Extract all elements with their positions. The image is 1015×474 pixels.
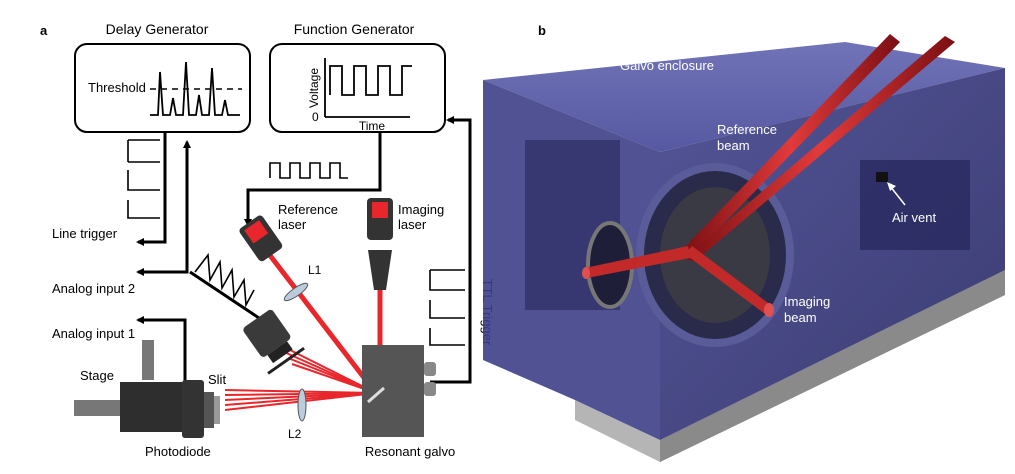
lens-l1 [283,282,309,302]
reference-beam-label-1: Reference [717,122,777,137]
air-vent-pointer [889,185,906,206]
analog-input-1-wire [136,316,187,382]
slit-label: Slit [208,372,226,387]
function-generator-box [269,43,446,133]
imaging-laser-label-1: Imaging [398,202,444,217]
reference-modulation-wave [269,162,348,179]
analog-input-2-label: Analog input 2 [52,281,135,296]
resonant-galvo-label: Resonant galvo [365,444,455,459]
zero-label: 0 [312,110,319,124]
stage-side-knob [74,400,120,416]
reference-beam-label-2: beam [717,138,750,153]
panel-b-letter: b [538,23,546,38]
imaging-beam-label-2: beam [784,310,817,325]
panel-b-beams [582,34,955,317]
line-trigger-label: Line trigger [52,226,118,241]
stage-top-knob [142,340,154,380]
photodiode-label: Photodiode [145,444,211,459]
air-vent [876,172,888,182]
delay-generator-pulse-trace [150,61,240,116]
analog-input-1-label: Analog input 1 [52,326,135,341]
time-label: Time [359,119,386,133]
ttl-trigger-wire [430,116,472,384]
detector-pulse-train [194,252,255,308]
square-wave-trace [329,65,412,96]
slit [204,392,214,428]
voltage-label: Voltage [307,68,321,108]
ttl-pulses [429,269,465,346]
resonant-galvo [362,345,424,437]
photodiode-body [182,380,204,438]
line-trigger-pulses [127,139,160,219]
imaging-beam-label-1: Imaging [784,294,830,309]
panel-a-letter: a [40,23,48,38]
reference-laser [239,215,283,262]
lens-l2-label: L2 [288,427,302,441]
delay-generator-box [74,43,251,133]
galvo-mirror [367,386,385,404]
imaging-laser-label-2: laser [398,217,427,232]
function-generator-title: Function Generator [294,21,415,37]
fg-to-reference-wire [244,132,382,227]
lens-l2 [297,388,307,422]
threshold-label: Threshold [88,80,146,95]
stage-body [120,382,182,432]
reference-detector [243,309,305,375]
lens-l1-label: L1 [308,263,322,277]
reference-laser-label-1: Reference [278,202,338,217]
detector-wire [189,270,263,322]
line-trigger-wire [136,132,167,246]
panel-a: a Delay Generator Threshold Function Gen… [40,21,495,459]
reference-laser-label-2: laser [278,217,307,232]
stage-label: Stage [80,368,114,383]
panel-b: b Galvo enclosure Reference beam Air ven… [483,23,1005,462]
enclosure-top [483,42,1005,152]
air-vent-label: Air vent [892,210,936,225]
delay-generator-title: Delay Generator [106,21,209,37]
galvo-enclosure-label: Galvo enclosure [620,58,714,73]
imaging-laser-expander [368,250,392,290]
